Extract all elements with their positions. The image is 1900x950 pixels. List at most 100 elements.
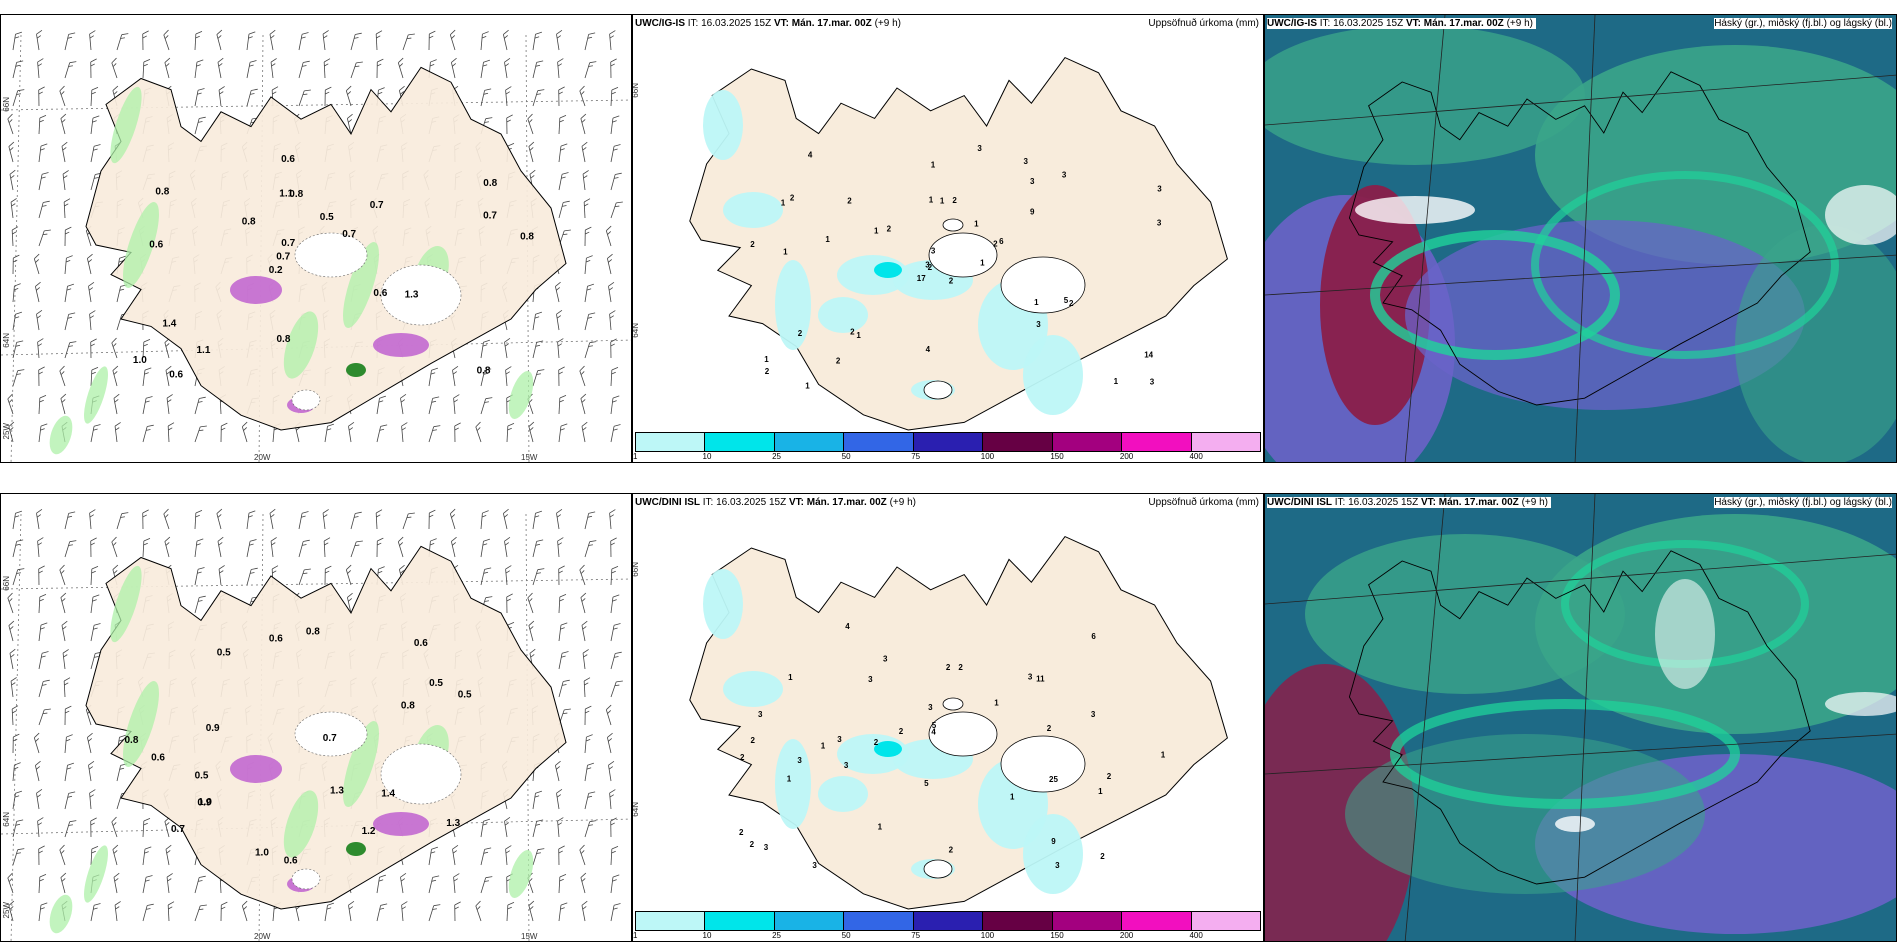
wind-value-label: 0.8: [520, 232, 534, 243]
lat-label-64: 64N: [632, 323, 640, 338]
wind-value-label: 1.0: [255, 848, 269, 859]
precip-area: [818, 776, 868, 812]
precip-value-label: 3: [928, 703, 933, 712]
graticule-line: [1574, 494, 1596, 941]
graticule-line: [1404, 494, 1446, 941]
cloud-layer: [1355, 196, 1475, 224]
panel-header: UWC/IG-IS IT: 16.03.2025 15Z VT: Mán. 17…: [635, 18, 901, 29]
wind-value-label: 1.1: [279, 188, 293, 199]
precip-value-label: 3: [797, 756, 802, 765]
precip-value-label: 2: [740, 753, 745, 762]
wind-value-label: 0.5: [458, 689, 472, 700]
precip-patch: [343, 242, 379, 328]
colorbar-tick-label: 400: [1189, 931, 1203, 940]
precip-value-label: 2: [958, 663, 963, 672]
precip-area: [703, 90, 743, 160]
precip-value-label: 5: [1064, 296, 1069, 305]
glacier-area: [1000, 256, 1086, 314]
cloud-map: [1265, 15, 1896, 462]
wind-map: 0.80.60.80.20.70.61.10.51.40.81.01.10.80…: [1, 15, 631, 462]
precip-value-label: 5: [924, 779, 929, 788]
cloud-layer: [1655, 579, 1715, 689]
precip-value-label: 2: [750, 840, 755, 849]
precip-value-label: 1: [1114, 377, 1119, 386]
colorbar-cell: [1122, 433, 1192, 451]
precip-value-label: 2: [750, 240, 755, 249]
colorbar-tick-label: 10: [702, 931, 712, 940]
colorbar-tick-label: 1: [633, 452, 638, 461]
colorbar-cell: [774, 433, 845, 451]
colorbar-tick-label: 25: [772, 452, 782, 461]
lat-label-64: 64N: [632, 802, 640, 817]
glacier-area: [380, 264, 462, 326]
wind-value-label: 0.8: [306, 627, 320, 638]
wind-value-label: 0.6: [149, 239, 163, 250]
precip-value-label: 3: [1157, 185, 1162, 194]
precip-value-label: 4: [845, 622, 850, 631]
wind-value-label: 0.8: [289, 189, 303, 200]
wind-value-label: 1.4: [162, 318, 176, 329]
precip-map: 2121213231431317911122221622121334323211…: [689, 56, 1228, 431]
precip-value-label: 1: [764, 355, 769, 364]
colorbar-tick-label: 1: [633, 931, 638, 940]
colorbar-tick-label: 75: [911, 452, 921, 461]
panel-title: Háský (gr.), miðský (fj.bl.) og lágský (…: [1714, 18, 1892, 29]
colorbar-tick-label: 400: [1189, 452, 1203, 461]
cloud-layer: [1265, 664, 1415, 941]
precip-value-label: 1: [783, 248, 788, 257]
colorbar-tick-label: 100: [980, 452, 995, 461]
colorbar-tick-label: 200: [1119, 931, 1134, 940]
precip-value-label: 9: [1030, 207, 1035, 216]
wind-value-label: 1.1: [197, 345, 211, 356]
precip-value-label: 1: [787, 774, 792, 783]
precip-patch: [49, 415, 73, 455]
colorbar-tick-label: 50: [841, 452, 851, 461]
wind-value-label: 0.7: [281, 238, 295, 249]
precip-value-label: 3: [1036, 320, 1041, 329]
lat-label-66: 66N: [632, 83, 640, 98]
precip-value-label: 1: [1161, 751, 1166, 760]
precip-value-label: 2: [1107, 772, 1112, 781]
wind-value-label: 0.8: [477, 366, 491, 377]
colorbar-cell: [1052, 433, 1123, 451]
precip-value-label: 1: [1010, 792, 1015, 801]
precip-panel-top: UWC/IG-IS IT: 16.03.2025 15Z VT: Mán. 17…: [632, 14, 1264, 463]
precip-patch: [84, 366, 108, 424]
panel-title: Uppsöfnuð úrkoma (mm): [1148, 18, 1259, 29]
cloud-layer: [1390, 699, 1740, 809]
precip-value-label: 17: [917, 274, 926, 283]
lat-label-64: 64N: [2, 333, 11, 348]
snow-patch: [230, 276, 282, 304]
precip-value-label: 2: [850, 327, 855, 336]
precip-colorbar: 1 10 25 50 75 100 150 200 400: [633, 432, 1263, 462]
precip-value-label: 3: [1055, 861, 1060, 870]
cloud-layer: [1305, 534, 1625, 694]
precip-value-label: 5: [932, 721, 937, 730]
snow-patch: [373, 333, 429, 357]
precip-patch: [84, 845, 108, 903]
precip-value-label: 1: [878, 823, 883, 832]
precip-area-heavy: [874, 262, 902, 278]
precip-value-label: 1: [856, 331, 861, 340]
wind-value-label: 0.7: [342, 229, 356, 240]
precip-patch: [508, 850, 534, 898]
graticule-line: [10, 513, 22, 941]
precip-value-label: 2: [765, 367, 770, 376]
precip-value-label: 4: [926, 345, 931, 354]
wind-value-label: 1.3: [446, 818, 460, 829]
lat-label-66: 66N: [632, 562, 640, 577]
graticule-line: [1, 99, 631, 111]
graticule-line: [1265, 74, 1896, 126]
precip-value-label: 9: [1051, 837, 1056, 846]
precip-value-label: 11: [1036, 674, 1045, 683]
colorbar-cell: [983, 433, 1053, 451]
colorbar-cell: [983, 912, 1053, 930]
colorbar-tick-label: 100: [980, 931, 995, 940]
wind-map: 0.7 0.6 0.5 0.5 1.3 0.9 0.5 1.0 0.5 0.8 0.6 0.8 1.4 0…: [1, 494, 631, 941]
precip-area: [818, 297, 868, 333]
colorbar-tick-label: 50: [841, 931, 851, 940]
cloud-layer: [1531, 171, 1839, 359]
cloud-layer: [1370, 230, 1620, 360]
colorbar-cell: [913, 912, 984, 930]
